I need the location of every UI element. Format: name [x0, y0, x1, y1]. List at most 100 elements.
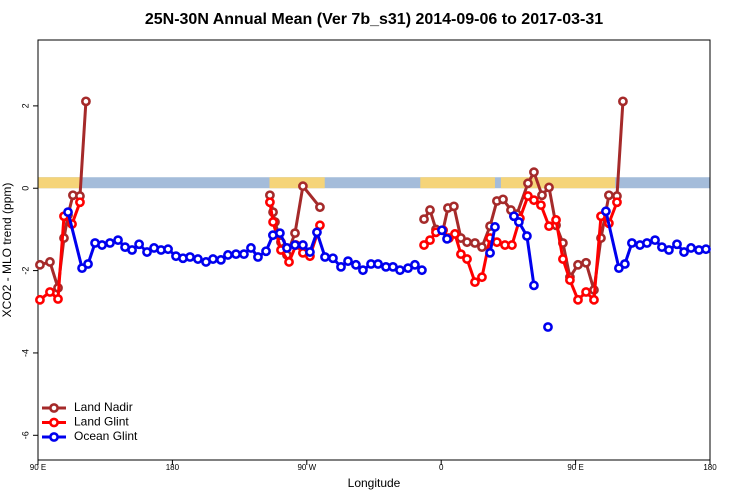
y-tick-label: -4: [20, 349, 30, 357]
legend-marker: [49, 417, 59, 428]
point: [351, 259, 361, 270]
point: [437, 225, 447, 236]
point: [589, 294, 599, 305]
point: [544, 182, 554, 193]
land-band: [269, 177, 325, 189]
point: [105, 238, 115, 248]
point: [686, 243, 696, 253]
point: [63, 207, 73, 218]
point: [298, 240, 308, 250]
point: [679, 247, 689, 257]
point: [529, 280, 539, 291]
point: [551, 215, 561, 225]
point: [320, 252, 330, 262]
point: [523, 178, 533, 189]
point: [216, 254, 226, 265]
point: [83, 259, 93, 269]
land-band: [500, 177, 616, 189]
point: [490, 222, 500, 232]
point: [246, 243, 256, 253]
point: [425, 235, 435, 246]
x-tick-label: 90 E: [30, 463, 46, 472]
point: [253, 252, 263, 262]
y-tick-label: 0: [20, 186, 30, 191]
point: [35, 259, 45, 270]
point: [208, 254, 218, 264]
x-tick-label: 90 E: [567, 463, 583, 472]
point: [522, 231, 532, 241]
legend-label: Ocean Glint: [74, 429, 138, 443]
point: [343, 256, 353, 267]
point: [537, 190, 547, 201]
ocean-band: [38, 177, 710, 189]
point: [290, 228, 300, 239]
point: [282, 243, 292, 253]
point: [477, 242, 487, 253]
land-band: [38, 177, 83, 189]
point: [513, 217, 524, 227]
legend-marker: [49, 403, 59, 413]
point: [275, 228, 285, 239]
point: [470, 277, 480, 288]
point: [619, 259, 630, 269]
point: [462, 237, 472, 248]
point: [573, 294, 583, 305]
point: [35, 294, 45, 305]
point: [97, 240, 107, 250]
x-axis-label: Longitude: [348, 476, 401, 490]
point: [419, 240, 429, 250]
point: [507, 240, 517, 250]
point: [618, 96, 628, 107]
point: [298, 181, 308, 192]
point: [492, 237, 502, 248]
point: [45, 257, 55, 267]
point: [701, 244, 711, 255]
point: [604, 190, 614, 201]
point: [284, 257, 294, 267]
point: [305, 247, 315, 257]
point: [81, 96, 91, 107]
point: [395, 265, 405, 276]
point: [581, 287, 591, 297]
point: [450, 229, 460, 239]
point: [75, 197, 85, 208]
y-tick-label: -6: [20, 431, 30, 439]
point: [417, 265, 427, 276]
point: [134, 239, 144, 250]
point: [261, 246, 271, 257]
point: [536, 200, 546, 211]
point: [315, 202, 325, 213]
point: [410, 259, 420, 270]
x-tick-label: 90 W: [297, 463, 316, 472]
point: [142, 247, 152, 257]
point: [425, 205, 435, 215]
legend-label: Land Glint: [74, 415, 129, 429]
point: [185, 252, 195, 262]
point: [529, 167, 539, 178]
point: [498, 194, 508, 205]
land-band: [420, 177, 495, 189]
y-axis-label: XCO2 - MLO trend (ppm): [0, 183, 14, 318]
chart-title: 25N-30N Annual Mean (Ver 7b_s31) 2014-09…: [145, 11, 603, 28]
point: [193, 254, 203, 264]
point: [45, 287, 55, 297]
y-tick-label: 2: [20, 103, 30, 108]
point: [573, 259, 583, 270]
point: [373, 259, 383, 269]
legend-marker: [49, 432, 59, 442]
point: [558, 254, 568, 264]
point: [53, 294, 63, 304]
point: [336, 261, 346, 272]
point: [626, 238, 637, 248]
point: [231, 249, 241, 260]
point: [612, 197, 622, 208]
point: [509, 211, 519, 222]
point: [127, 245, 137, 255]
point: [290, 240, 300, 250]
point: [448, 201, 459, 212]
point: [642, 238, 652, 248]
point: [650, 235, 660, 246]
x-tick-label: 0: [439, 463, 444, 472]
x-tick-label: 180: [166, 463, 180, 472]
point: [419, 214, 429, 225]
